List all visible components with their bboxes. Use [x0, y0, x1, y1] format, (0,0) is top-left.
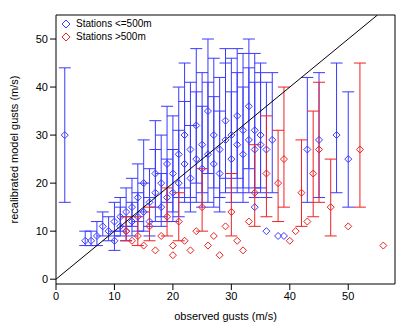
svg-text:recalibrated model gusts (m/s): recalibrated model gusts (m/s) [8, 76, 20, 224]
svg-text:20: 20 [36, 177, 48, 189]
svg-text:10: 10 [36, 225, 48, 237]
svg-text:40: 40 [36, 81, 48, 93]
svg-text:50: 50 [36, 33, 48, 45]
svg-text:40: 40 [284, 290, 296, 302]
svg-text:0: 0 [53, 290, 59, 302]
svg-text:30: 30 [36, 129, 48, 141]
svg-text:30: 30 [225, 290, 237, 302]
html-text:Stations <=500m: Stations <=500m [76, 18, 152, 29]
svg-text:0: 0 [42, 273, 48, 285]
svg-text:10: 10 [108, 290, 120, 302]
html-text:Stations >500m: Stations >500m [76, 31, 146, 42]
svg-text:observed gusts (m/s): observed gusts (m/s) [174, 310, 277, 322]
svg-text:20: 20 [167, 290, 179, 302]
svg-text:50: 50 [342, 290, 354, 302]
